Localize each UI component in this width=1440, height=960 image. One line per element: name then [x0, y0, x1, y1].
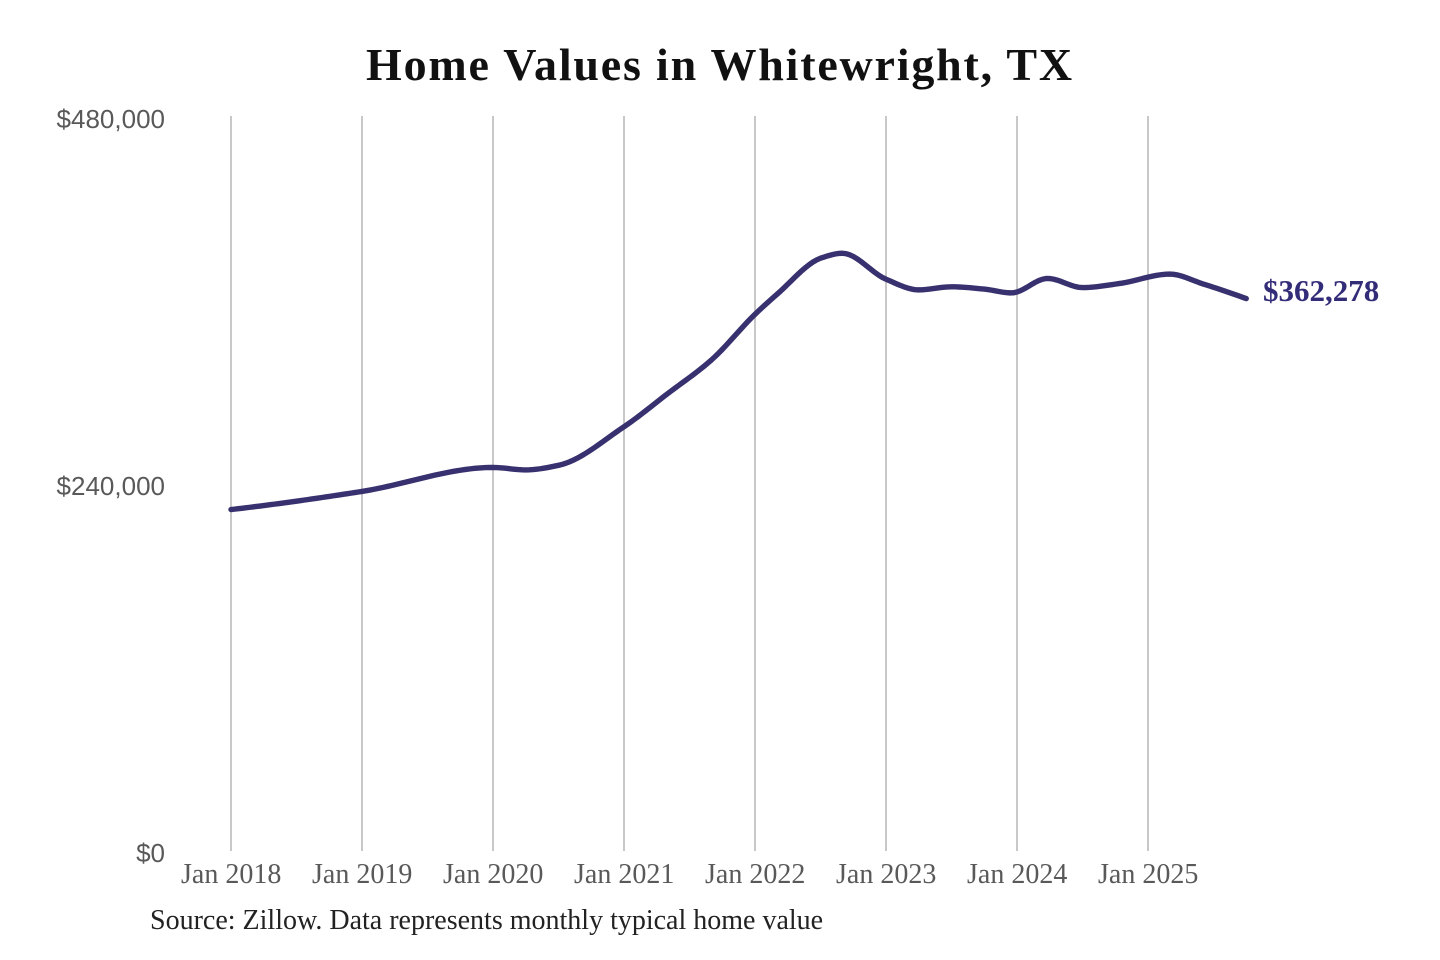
svg-text:Jan 2022: Jan 2022	[705, 859, 805, 890]
svg-text:$480,000: $480,000	[57, 104, 165, 134]
svg-text:Jan 2025: Jan 2025	[1098, 859, 1198, 890]
svg-text:$240,000: $240,000	[57, 471, 165, 501]
svg-text:$362,278: $362,278	[1263, 273, 1379, 308]
svg-text:Jan 2021: Jan 2021	[574, 859, 674, 890]
svg-text:Jan 2023: Jan 2023	[836, 859, 936, 890]
svg-text:Jan 2018: Jan 2018	[181, 859, 281, 890]
svg-text:Jan 2020: Jan 2020	[443, 859, 543, 890]
svg-text:Jan 2024: Jan 2024	[967, 859, 1067, 890]
svg-text:Jan 2019: Jan 2019	[312, 859, 412, 890]
svg-text:$0: $0	[136, 838, 165, 868]
